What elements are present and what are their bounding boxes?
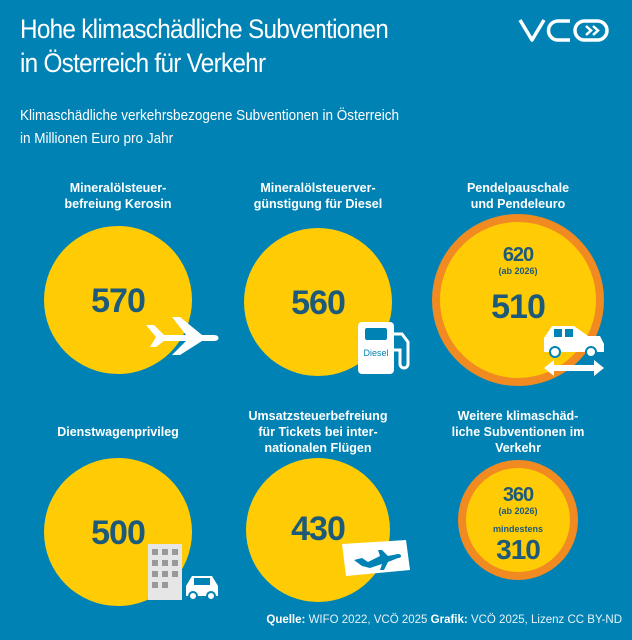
item-label: Pendelpauschale und Pendeleuro bbox=[423, 180, 613, 212]
value: 430 bbox=[291, 510, 346, 548]
diesel-text: Diesel bbox=[363, 348, 389, 358]
label-line: Umsatzsteuerbefreiung bbox=[248, 409, 388, 423]
label-line: günstigung für Diesel bbox=[253, 197, 383, 211]
value: 560 bbox=[291, 284, 346, 322]
label-line: Mineralölsteuerver- bbox=[260, 181, 376, 195]
value: 570 bbox=[91, 282, 146, 320]
vco-logo bbox=[518, 19, 609, 42]
future-value: 620 bbox=[502, 244, 534, 266]
item-label: Mineralölsteuer- befreiung Kerosin bbox=[23, 180, 213, 212]
title-line: Hohe klimaschädliche Subventionen bbox=[20, 14, 389, 44]
item-label: Dienstwagenprivileg bbox=[23, 424, 213, 440]
subtitle-line: Klimaschädliche verkehrsbezogene Subvent… bbox=[20, 107, 399, 124]
item-label: Weitere klimaschäd- liche Subventionen i… bbox=[423, 408, 613, 456]
subtitle: Klimaschädliche verkehrsbezogene Subvent… bbox=[20, 104, 399, 150]
page-title: Hohe klimaschädliche Subventionen in Öst… bbox=[20, 12, 389, 80]
item-label: Mineralölsteuerver- günstigung für Diese… bbox=[223, 180, 413, 212]
value: 510 bbox=[491, 288, 546, 326]
grafik-label: Grafik: bbox=[430, 614, 468, 626]
value-circle: 360 (ab 2026) mindestens 310 bbox=[458, 460, 578, 580]
label-line: Dienstwagenprivileg bbox=[57, 425, 179, 439]
fuel-pump-icon: Diesel bbox=[358, 322, 418, 376]
value: 310 bbox=[496, 534, 541, 565]
source-line: Quelle: WIFO 2022, VCÖ 2025 Grafik: VCÖ … bbox=[266, 614, 622, 626]
airplane-icon bbox=[146, 317, 219, 355]
title-line: in Österreich für Verkehr bbox=[20, 48, 266, 78]
subtitle-line: in Millionen Euro pro Jahr bbox=[20, 130, 174, 147]
flight-ticket-icon bbox=[342, 540, 410, 576]
value-circle: 620 (ab 2026) 510 bbox=[432, 214, 604, 386]
label-line: Verkehr bbox=[495, 441, 541, 455]
office-car-icon bbox=[148, 544, 218, 601]
label-line: für Tickets bei inter- bbox=[258, 425, 378, 439]
label-line: Mineralölsteuer- bbox=[69, 181, 167, 195]
value-prefix: mindestens bbox=[492, 524, 543, 534]
value: 500 bbox=[91, 514, 146, 552]
future-value: 360 bbox=[502, 484, 534, 506]
grafik-text: VCÖ 2025, Lizenz CC BY-ND bbox=[470, 614, 622, 626]
source-text: WIFO 2022, VCÖ 2025 bbox=[308, 614, 428, 626]
value-circle: 570 bbox=[44, 226, 192, 374]
label-line: Weitere klimaschäd- bbox=[457, 409, 579, 423]
future-note: (ab 2026) bbox=[498, 506, 538, 516]
value-circle: 430 bbox=[246, 458, 390, 602]
label-line: liche Subventionen im bbox=[451, 425, 585, 439]
label-line: Pendelpauschale bbox=[466, 181, 570, 195]
future-note: (ab 2026) bbox=[498, 266, 538, 276]
source-label: Quelle: bbox=[266, 614, 306, 626]
label-line: befreiung Kerosin bbox=[64, 197, 172, 211]
item-label: Umsatzsteuerbefreiung für Tickets bei in… bbox=[223, 408, 413, 456]
car-commute-icon bbox=[544, 326, 604, 376]
label-line: nationalen Flügen bbox=[264, 441, 372, 455]
label-line: und Pendeleuro bbox=[470, 197, 566, 211]
